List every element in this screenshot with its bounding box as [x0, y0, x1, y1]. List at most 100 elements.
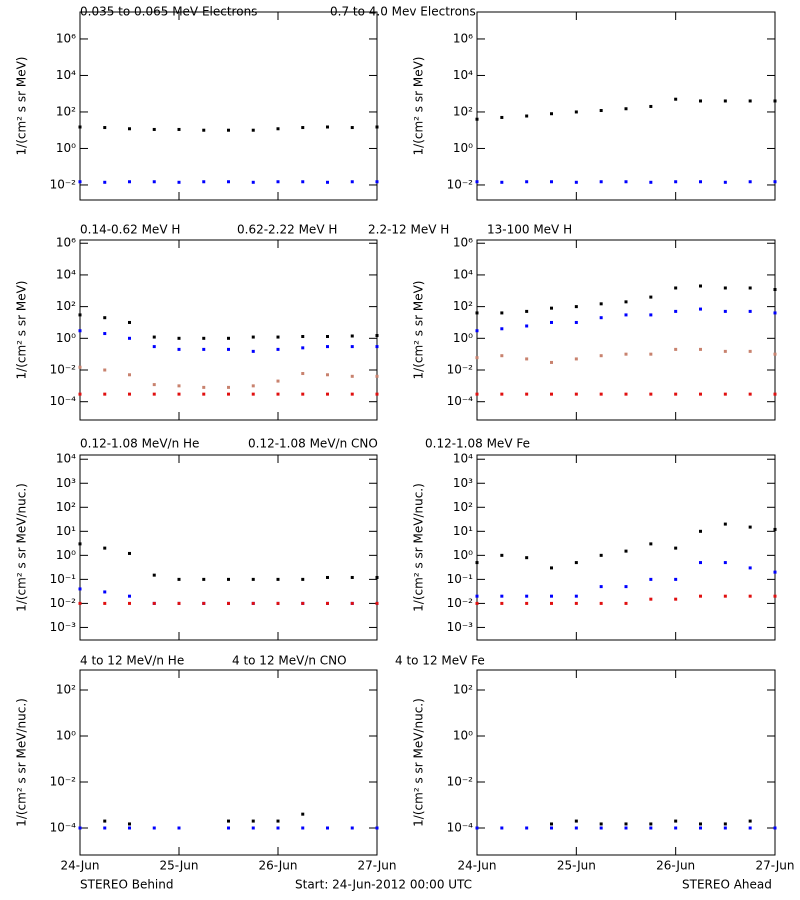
- data-point: [500, 180, 504, 184]
- y-tick-label: 10⁻³: [50, 620, 77, 634]
- y-tick-label: 10⁻²: [50, 177, 77, 191]
- data-point: [350, 180, 354, 184]
- data-point: [177, 384, 181, 388]
- data-point: [227, 392, 230, 396]
- data-point: [227, 826, 230, 830]
- data-point: [276, 127, 280, 131]
- series-points: [103, 812, 305, 826]
- data-point: [674, 819, 678, 823]
- data-point: [748, 392, 752, 396]
- data-point: [78, 587, 82, 591]
- data-point: [699, 392, 702, 396]
- data-point: [128, 594, 131, 598]
- data-point: [674, 546, 678, 550]
- data-point: [177, 392, 181, 396]
- data-point: [202, 347, 206, 351]
- data-point: [202, 180, 206, 184]
- x-tick-label: 25-Jun: [557, 859, 596, 873]
- legend-entry: 0.62-2.22 MeV H: [237, 223, 337, 237]
- data-point: [78, 180, 82, 184]
- data-point: [350, 345, 354, 349]
- series-points: [78, 601, 379, 605]
- data-point: [276, 826, 280, 830]
- data-point: [723, 99, 727, 103]
- y-tick-label: 10⁻²: [50, 363, 77, 377]
- data-point: [276, 392, 280, 396]
- y-tick-label: 10⁶: [453, 236, 473, 250]
- data-point: [674, 347, 678, 351]
- data-point: [276, 601, 280, 605]
- y-tick-label: 10⁻²: [447, 177, 474, 191]
- data-point: [78, 125, 82, 129]
- data-point: [375, 575, 379, 579]
- legend-entry: 4 to 12 MeV/n He: [80, 654, 184, 668]
- data-point: [649, 313, 653, 317]
- y-tick-label: 10⁰: [453, 728, 473, 742]
- series-points: [475, 594, 777, 605]
- data-point: [599, 601, 603, 605]
- data-point: [301, 826, 305, 830]
- series-points: [78, 180, 379, 184]
- data-point: [251, 819, 255, 823]
- data-point: [699, 99, 702, 103]
- data-point: [103, 392, 107, 396]
- data-point: [227, 128, 230, 132]
- data-point: [326, 392, 329, 396]
- y-tick-label: 10²: [453, 299, 473, 313]
- y-tick-label: 10⁴: [453, 267, 473, 281]
- series-points: [78, 542, 379, 581]
- y-tick-label: 10²: [56, 299, 76, 313]
- data-point: [350, 575, 354, 579]
- data-point: [674, 826, 678, 830]
- data-point: [525, 357, 529, 361]
- data-point: [152, 601, 156, 605]
- data-point: [723, 561, 727, 565]
- y-tick-label: 10⁻²: [447, 774, 474, 788]
- y-tick-label: 10⁴: [56, 452, 76, 466]
- data-point: [748, 826, 752, 830]
- data-point: [723, 826, 727, 830]
- data-point: [550, 594, 553, 598]
- data-point: [350, 126, 354, 130]
- data-point: [574, 305, 578, 309]
- series-points: [475, 561, 777, 598]
- data-point: [748, 566, 752, 570]
- x-tick-label: 24-Jun: [60, 859, 99, 873]
- data-point: [699, 307, 702, 311]
- data-point: [550, 392, 553, 396]
- data-point: [574, 180, 578, 184]
- data-point: [773, 180, 777, 184]
- y-tick-label: 10⁰: [56, 141, 76, 155]
- data-point: [276, 335, 280, 339]
- x-tick-label: 26-Jun: [258, 859, 297, 873]
- data-point: [649, 822, 653, 826]
- data-point: [723, 180, 727, 184]
- series-points: [78, 365, 379, 389]
- data-point: [773, 826, 777, 830]
- data-point: [649, 542, 653, 546]
- data-point: [574, 561, 578, 565]
- y-tick-label: 10⁰: [56, 728, 76, 742]
- data-point: [276, 819, 280, 823]
- data-point: [674, 180, 678, 184]
- y-tick-label: 10⁰: [453, 141, 473, 155]
- data-point: [475, 311, 479, 315]
- footer-center: Start: 24-Jun-2012 00:00 UTC: [295, 878, 472, 892]
- data-point: [350, 392, 354, 396]
- y-axis-label: 1/(cm² s sr MeV/nuc.): [412, 698, 426, 827]
- data-point: [128, 336, 131, 340]
- data-point: [574, 594, 578, 598]
- data-point: [276, 180, 280, 184]
- data-point: [152, 392, 156, 396]
- y-axis-label: 1/(cm² s sr MeV): [412, 281, 426, 380]
- data-point: [599, 180, 603, 184]
- data-point: [78, 392, 82, 396]
- data-point: [350, 601, 354, 605]
- data-point: [574, 819, 578, 823]
- y-tick-label: 10³: [453, 476, 473, 490]
- data-point: [574, 601, 578, 605]
- plot-frame: [476, 454, 776, 641]
- data-point: [773, 288, 777, 292]
- series-points: [475, 347, 777, 364]
- data-point: [550, 601, 553, 605]
